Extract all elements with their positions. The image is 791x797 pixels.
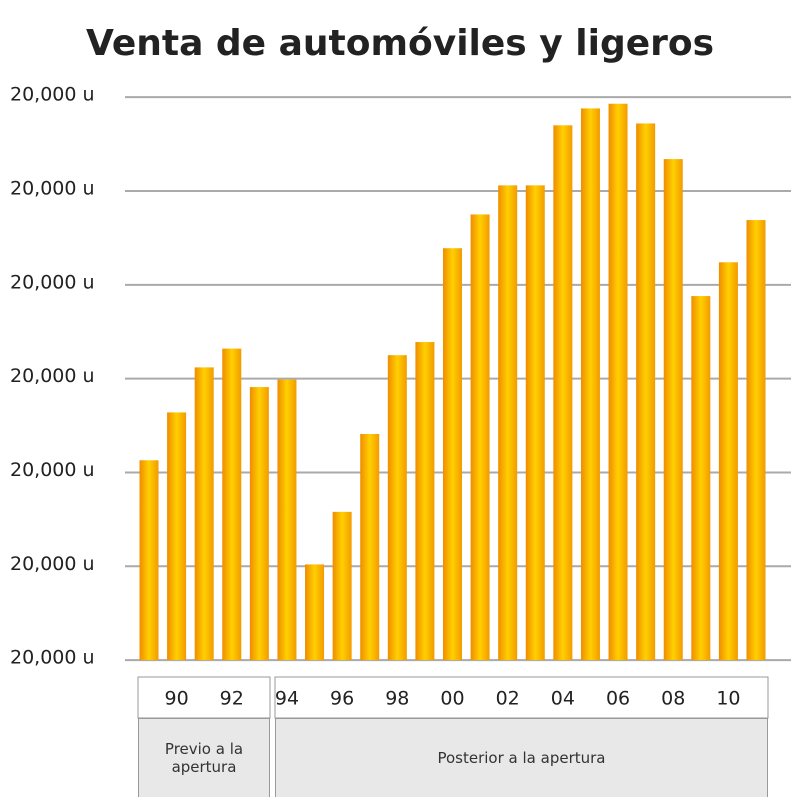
bar [580,108,600,661]
bar [415,342,435,661]
bar [746,220,766,661]
y-tick-label: 20,000 u [10,271,95,293]
bar [553,125,573,661]
bar [663,159,683,661]
y-tick-label: 20,000 u [10,365,95,387]
x-tick-label: 92 [220,688,244,710]
bar [249,387,269,661]
x-tick-label: 98 [385,688,409,710]
bar [470,214,490,661]
bar [277,379,297,661]
x-tick-label: 90 [164,688,188,710]
group-label: Posterior a la apertura [275,718,768,797]
x-tick-label: 00 [440,688,464,710]
x-tick-label: 04 [551,688,575,710]
chart-title: Venta de automóviles y ligeros [86,23,714,64]
y-tick-label: 20,000 u [10,84,95,106]
bar [608,103,628,661]
bar [498,185,518,661]
bar [332,511,352,661]
bar [718,262,738,661]
y-tick-label: 20,000 u [10,459,95,481]
bar [525,185,545,661]
x-tick-label: 10 [716,688,740,710]
group-label: Previo a la apertura [138,718,270,797]
x-tick-label: 06 [606,688,630,710]
x-tick-label: 02 [496,688,520,710]
x-tick-label: 96 [330,688,354,710]
bar [139,460,159,661]
bar [305,564,325,661]
category-box [137,676,271,719]
bar [443,248,462,661]
bar [636,123,656,661]
bar [194,367,214,661]
y-tick-label: 20,000 u [10,553,95,575]
bar [691,296,711,661]
bar [222,348,242,661]
bar [167,412,187,661]
x-tick-label: 94 [275,688,299,710]
x-tick-label: 08 [661,688,685,710]
category-box [274,676,769,719]
y-tick-label: 20,000 u [10,177,95,199]
y-tick-label: 20,000 u [10,647,95,669]
bar [387,355,407,661]
bar [360,433,380,661]
